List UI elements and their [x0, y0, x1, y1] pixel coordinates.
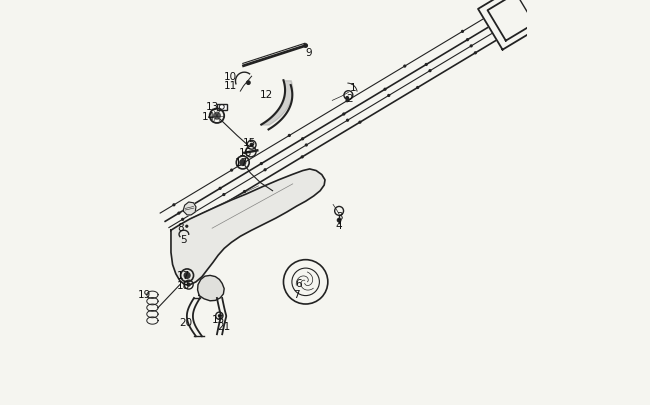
Circle shape: [384, 88, 387, 92]
Circle shape: [183, 272, 190, 279]
Circle shape: [243, 190, 246, 194]
Circle shape: [177, 212, 181, 215]
Text: 21: 21: [216, 322, 230, 331]
Circle shape: [288, 134, 291, 138]
Circle shape: [300, 156, 304, 159]
Circle shape: [222, 194, 226, 197]
Circle shape: [230, 169, 233, 172]
Text: 17: 17: [176, 271, 190, 281]
Circle shape: [181, 218, 184, 222]
Circle shape: [304, 44, 308, 49]
Text: 18: 18: [176, 280, 190, 290]
Circle shape: [403, 65, 406, 68]
Text: 8: 8: [177, 222, 184, 232]
Text: 4: 4: [336, 221, 343, 231]
Circle shape: [428, 70, 432, 73]
Text: 3: 3: [336, 211, 343, 222]
Circle shape: [260, 162, 263, 166]
Text: 16: 16: [239, 148, 252, 158]
Text: 9: 9: [306, 48, 312, 58]
Text: 10: 10: [224, 72, 237, 82]
Circle shape: [346, 119, 349, 123]
Circle shape: [466, 39, 469, 42]
Circle shape: [185, 225, 188, 228]
Circle shape: [474, 52, 477, 55]
Text: 5: 5: [180, 234, 187, 245]
Text: 15: 15: [211, 314, 225, 324]
Text: 11: 11: [224, 81, 237, 91]
Text: 20: 20: [179, 318, 192, 327]
Polygon shape: [478, 0, 556, 51]
Circle shape: [301, 138, 304, 141]
Circle shape: [239, 160, 246, 167]
Text: 15: 15: [242, 138, 256, 148]
Circle shape: [218, 314, 221, 318]
Circle shape: [263, 169, 266, 172]
Circle shape: [342, 113, 345, 116]
Circle shape: [387, 95, 391, 98]
Circle shape: [416, 87, 419, 90]
Circle shape: [213, 113, 221, 120]
Text: 17: 17: [235, 157, 248, 167]
Circle shape: [345, 97, 349, 101]
Circle shape: [250, 143, 254, 147]
Polygon shape: [183, 202, 196, 215]
Circle shape: [337, 218, 341, 223]
Text: 7: 7: [293, 289, 300, 299]
Text: 14: 14: [202, 111, 216, 122]
Text: 1: 1: [350, 83, 357, 93]
Circle shape: [246, 81, 251, 86]
Bar: [217, 104, 227, 111]
Text: 6: 6: [296, 279, 302, 289]
Polygon shape: [488, 0, 547, 42]
Text: 19: 19: [138, 289, 151, 299]
Text: 2: 2: [346, 94, 352, 104]
Text: 12: 12: [260, 90, 273, 100]
Circle shape: [461, 31, 464, 34]
Circle shape: [358, 121, 361, 124]
Polygon shape: [198, 276, 224, 301]
Text: 13: 13: [206, 102, 220, 112]
Circle shape: [305, 144, 308, 147]
Polygon shape: [171, 170, 325, 285]
Circle shape: [218, 187, 222, 190]
Circle shape: [345, 100, 348, 103]
Circle shape: [469, 45, 473, 48]
Circle shape: [172, 204, 176, 207]
Circle shape: [187, 283, 190, 287]
Circle shape: [424, 64, 428, 67]
